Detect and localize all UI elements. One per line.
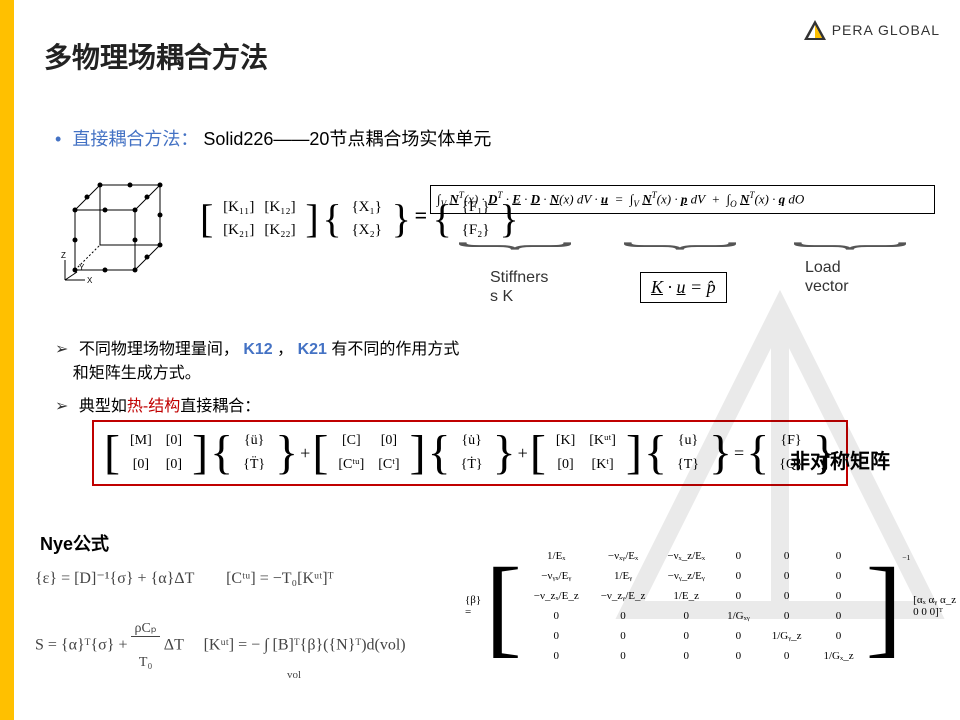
integral-equation: ∫V NT(x) · DT · E · D · N(x) dV · u = ∫V… [430,185,935,214]
asymmetric-matrix-label: 非对称矩阵 [790,445,890,474]
brace-icon: } [614,242,754,250]
matrix-cell: 0 [814,607,864,625]
matrix-cell: 0 [717,567,760,585]
svg-text:Z: Z [61,251,66,260]
svg-text:Y: Y [79,263,85,272]
logo-triangle-icon [804,20,826,40]
matrix-cell: 0 [717,627,760,645]
matrix-cell: 0 [524,627,589,645]
bullet-text: Solid226——20节点耦合场实体单元 [203,129,491,149]
matrix-cell: 0 [762,587,812,605]
matrix-cell: 0 [717,647,760,665]
bullet-label: 直接耦合方法： [72,129,198,149]
beta-compliance-matrix: {β} = [ 1/Eₓ−νₓᵧ/Eₓ−νₓ_z/Eₓ000−νᵧₓ/Eᵧ1/E… [465,545,960,667]
nye-equations: {ε} = [D]⁻¹{σ} + {α}ΔT [Cᵗᵘ] = −T₀[Kᵘᵗ]ᵀ… [35,560,406,702]
matrix-cell: 0 [762,647,812,665]
matrix-cell: 1/Gₓᵧ [717,607,760,625]
bullet-dot-icon: • [55,129,61,149]
stiffness-label: Stiffners s K [490,268,548,306]
matrix-cell: 0 [814,547,864,565]
matrix-cell: −νᵧₓ/Eᵧ [524,567,589,585]
bullet-thermal-structural: ➢ 典型如热-结构直接耦合： [55,392,260,416]
matrix-cell: 0 [657,647,715,665]
slide-accent-bar [0,0,14,720]
matrix-cell: 0 [814,567,864,585]
matrix-cell: 0 [591,627,656,645]
matrix-cell: 0 [591,647,656,665]
matrix-cell: 0 [657,607,715,625]
matrix-cell: −νᵧ_z/Eᵧ [657,567,715,585]
bullet-k12-k21: ➢ 不同物理场物理量间， K12 ， K21 有不同的作用方式 和矩阵生成方式。 [55,335,459,383]
matrix-cell: 0 [762,607,812,625]
coupled-equation-box: [[M][0][0][0]] {{ü}{T̈}} + [[C][0][Cᵗᵘ][… [92,420,848,486]
matrix-cell: 1/Gᵧ_z [762,627,812,645]
matrix-cell: −νₓ_z/Eₓ [657,547,715,565]
element-cube-diagram: Z XY [55,170,195,290]
matrix-cell: 1/Eₓ [524,547,589,565]
slide-title: 多物理场耦合方法 [44,36,268,76]
nye-formula-title: Nye公式 [40,530,109,556]
bullet-direct-coupling: • 直接耦合方法： Solid226——20节点耦合场实体单元 [55,125,491,151]
arrow-icon: ➢ [55,398,68,415]
matrix-cell: 1/E_z [657,587,715,605]
matrix-cell: 0 [762,547,812,565]
matrix-cell: 0 [762,567,812,585]
matrix-cell: 0 [524,607,589,625]
compliance-matrix-table: 1/Eₓ−νₓᵧ/Eₓ−νₓ_z/Eₓ000−νᵧₓ/Eᵧ1/Eᵧ−νᵧ_z/E… [522,545,866,667]
logo-text: PERA GLOBAL [832,22,940,38]
matrix-cell: 0 [717,547,760,565]
matrix-cell: 0 [657,627,715,645]
brace-icon: } [449,242,589,250]
load-vector-label: Load vector [805,258,849,296]
matrix-cell: 0 [814,627,864,645]
matrix-cell: 0 [814,587,864,605]
ku-equation-box: K · u = p̂ [640,272,727,303]
arrow-icon: ➢ [55,341,68,358]
matrix-cell: 1/Eᵧ [591,567,656,585]
brace-icon: } [784,242,924,250]
matrix-cell: −ν_zₓ/E_z [524,587,589,605]
matrix-cell: 1/Gₓ_z [814,647,864,665]
matrix-cell: 0 [717,587,760,605]
matrix-cell: 0 [524,647,589,665]
svg-text:X: X [87,276,93,285]
logo: PERA GLOBAL [804,20,940,40]
matrix-cell: 0 [591,607,656,625]
matrix-cell: −ν_zᵧ/E_z [591,587,656,605]
matrix-cell: −νₓᵧ/Eₓ [591,547,656,565]
